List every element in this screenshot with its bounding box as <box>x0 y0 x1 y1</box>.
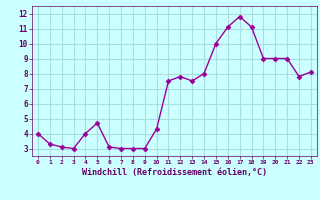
X-axis label: Windchill (Refroidissement éolien,°C): Windchill (Refroidissement éolien,°C) <box>82 168 267 177</box>
